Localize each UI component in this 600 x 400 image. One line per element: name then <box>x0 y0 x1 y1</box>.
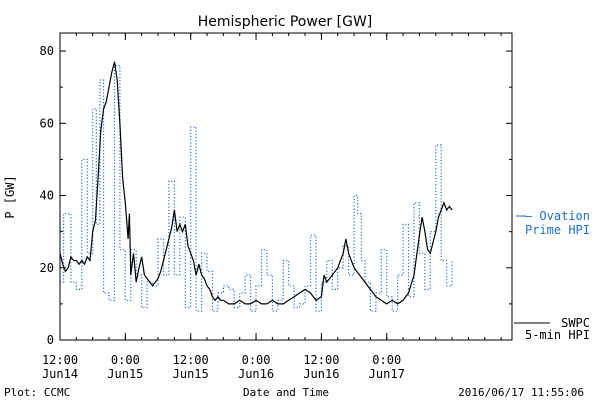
y-tick-label: 40 <box>40 189 54 203</box>
y-tick-label: 80 <box>40 44 54 58</box>
series-line-ovation-prime-hpi <box>60 64 453 312</box>
x-tick-label-date: Jun15 <box>107 367 143 381</box>
x-tick-label-date: Jun16 <box>238 367 274 381</box>
y-tick-label: 60 <box>40 116 54 130</box>
x-axis-label: Date and Time <box>243 386 329 399</box>
x-tick-label-date: Jun16 <box>303 367 339 381</box>
x-tick-label-time: 12:00 <box>303 353 339 367</box>
y-axis-label: P [GW] <box>3 175 17 218</box>
x-tick-label-time: 0:00 <box>372 353 401 367</box>
x-tick-label-time: 12:00 <box>42 353 78 367</box>
x-tick-label-date: Jun14 <box>42 367 78 381</box>
legend: — Ovation Prime HPI SWPC 5-min HPI <box>514 209 590 342</box>
legend-swpc-line2: 5-min HPI <box>525 328 590 342</box>
x-tick-label-time: 0:00 <box>242 353 271 367</box>
x-tick-label-time: 0:00 <box>111 353 140 367</box>
series-line-swpc-5min-hpi <box>59 61 453 305</box>
y-axis-ticks: 0 20 40 60 80 <box>40 44 512 347</box>
y-tick-label: 0 <box>47 333 54 347</box>
x-tick-label-time: 12:00 <box>173 353 209 367</box>
legend-ovation-line2: Prime HPI <box>525 223 590 237</box>
footer-timestamp: 2016/06/17 11:55:06 <box>458 386 584 399</box>
legend-swpc-line1: SWPC <box>561 316 590 330</box>
chart-title: Hemispheric Power [GW] <box>198 14 373 30</box>
legend-ovation-line1: — Ovation <box>525 209 590 223</box>
footer-plot-credit: Plot: CCMC <box>4 386 70 399</box>
x-axis-ticks: 12:00Jun140:00Jun1512:00Jun150:00Jun1612… <box>42 33 502 381</box>
y-tick-label: 20 <box>40 261 54 275</box>
x-tick-label-date: Jun15 <box>173 367 209 381</box>
x-tick-label-date: Jun17 <box>369 367 405 381</box>
series-lines <box>59 61 453 312</box>
plot-frame <box>59 32 513 341</box>
